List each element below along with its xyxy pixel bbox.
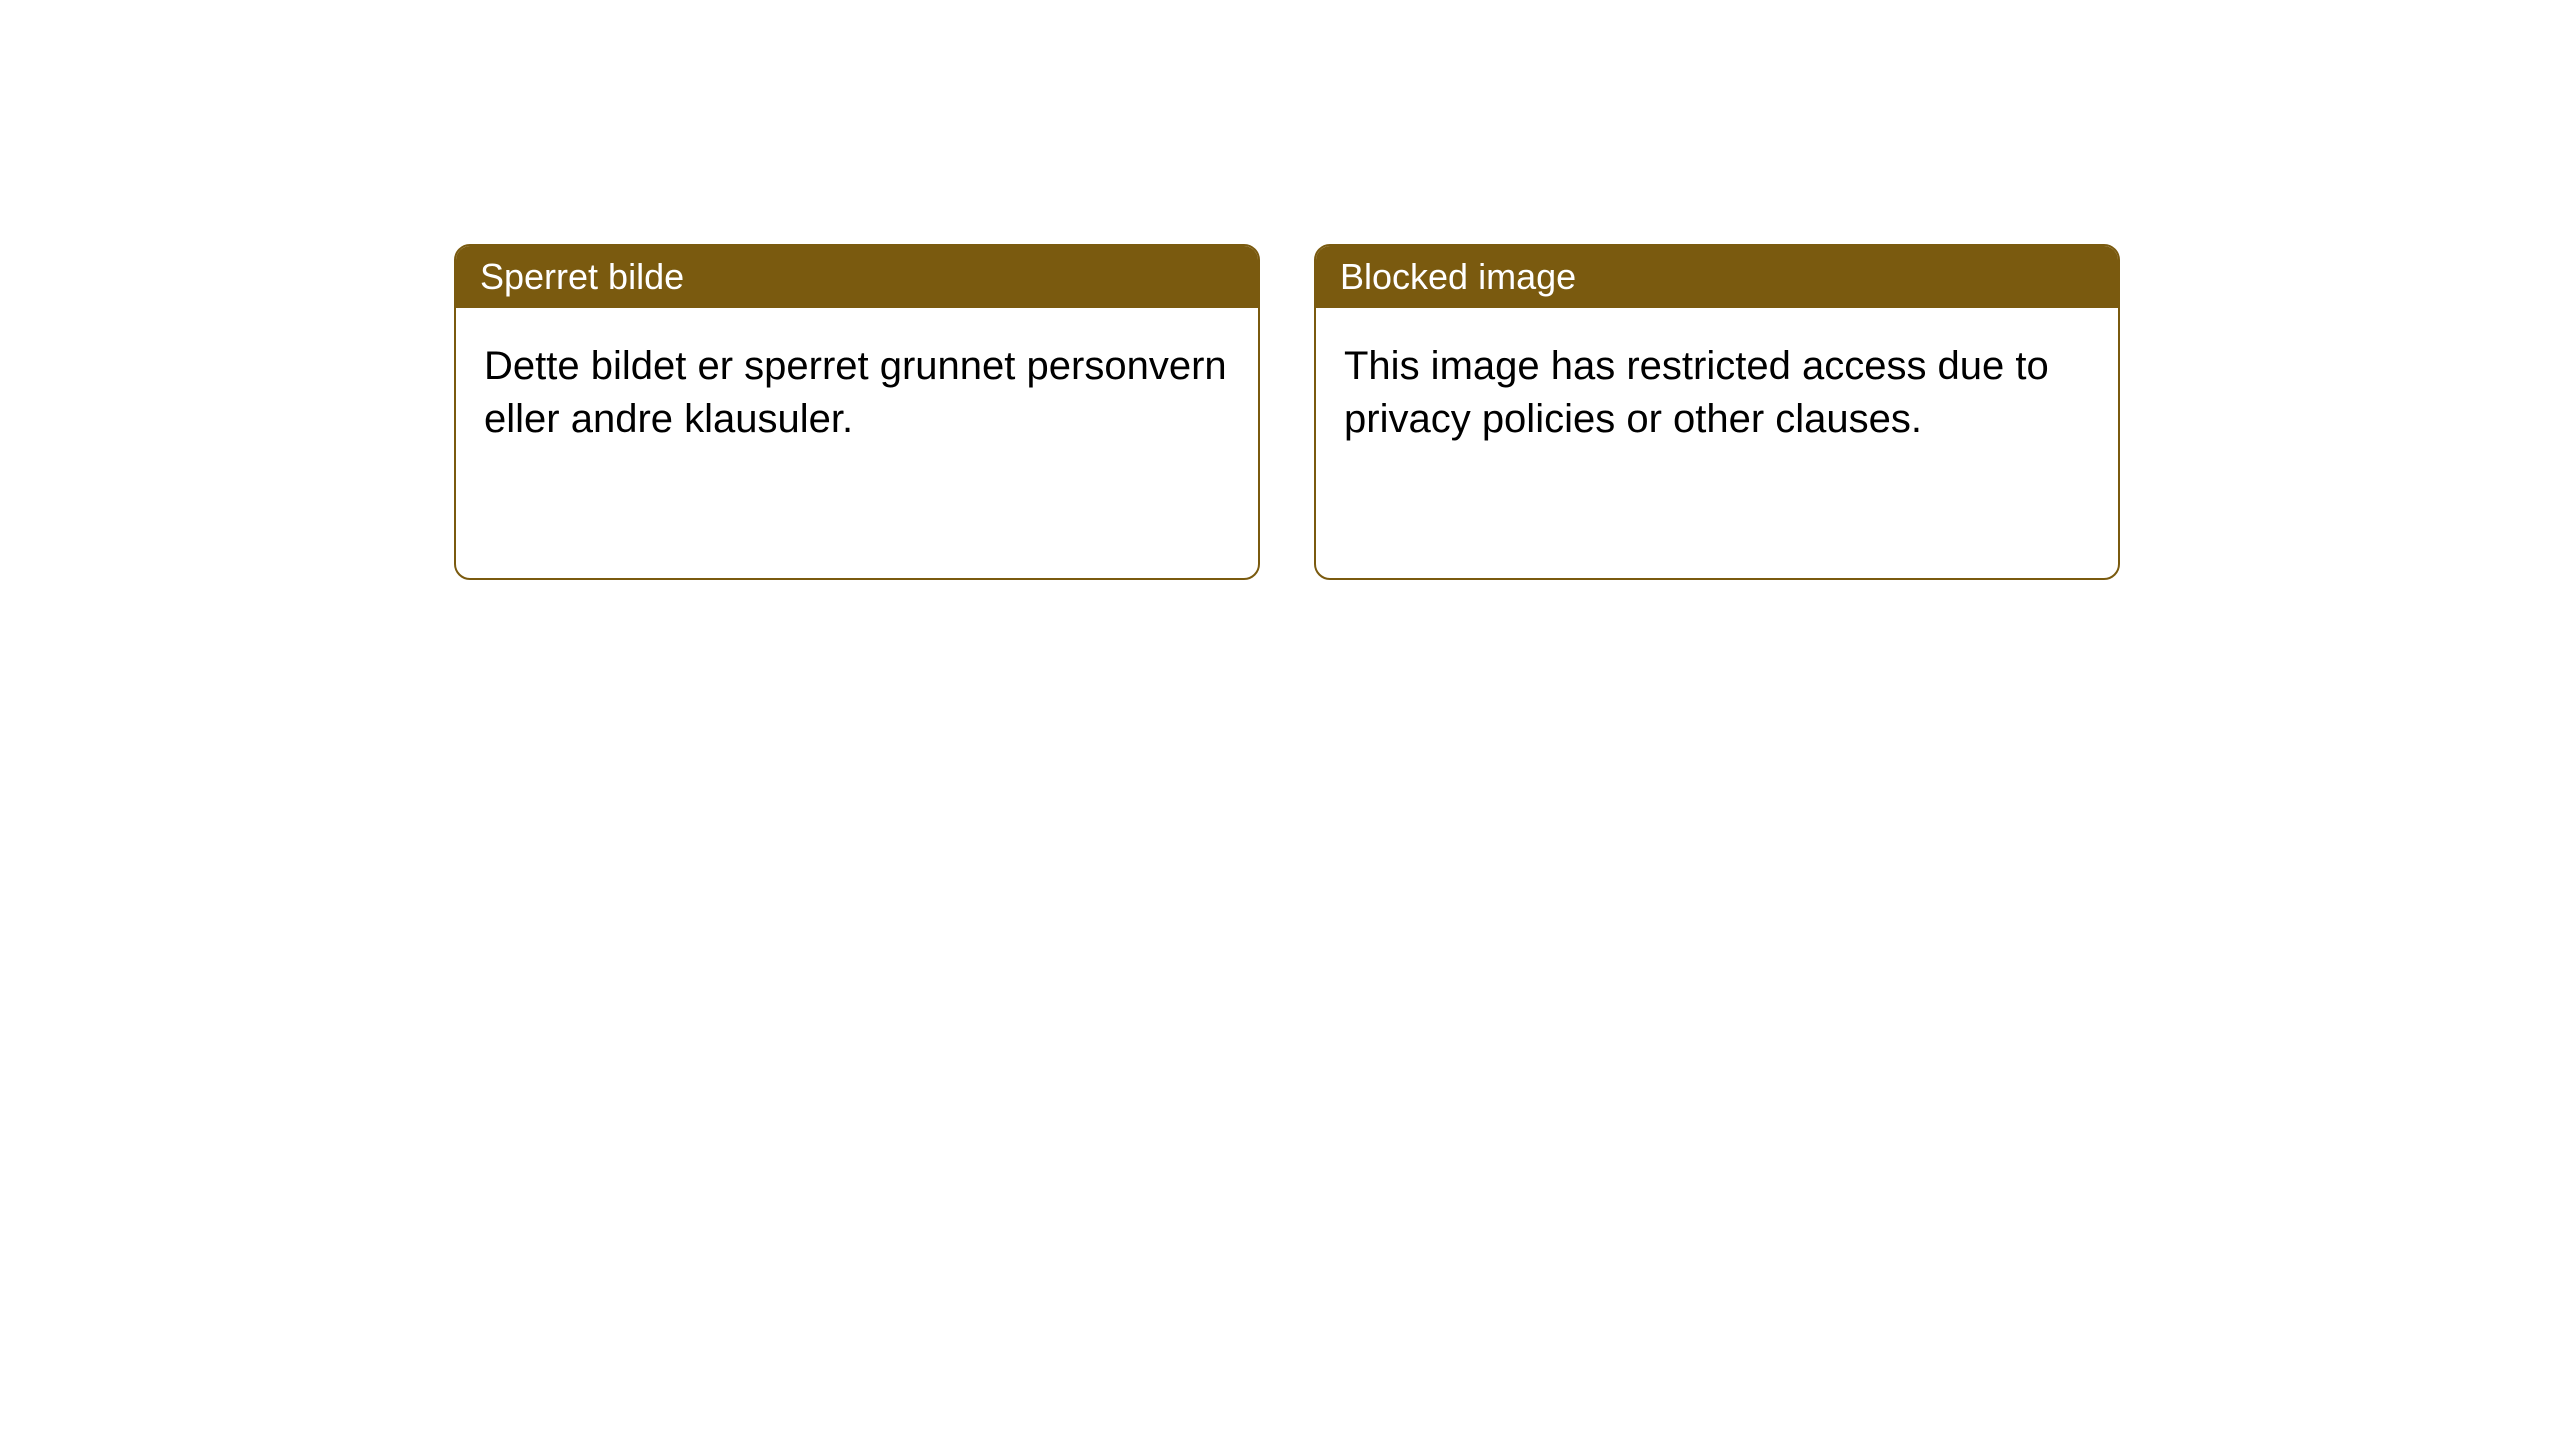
notice-title: Blocked image [1340, 256, 1576, 297]
notice-body-text: This image has restricted access due to … [1344, 344, 2049, 441]
notice-box-english: Blocked image This image has restricted … [1314, 244, 2120, 580]
notice-title: Sperret bilde [480, 256, 684, 297]
notice-header: Sperret bilde [456, 246, 1258, 308]
notice-box-norwegian: Sperret bilde Dette bildet er sperret gr… [454, 244, 1260, 580]
notice-body: Dette bildet er sperret grunnet personve… [456, 308, 1258, 478]
notice-body-text: Dette bildet er sperret grunnet personve… [484, 344, 1227, 441]
notice-body: This image has restricted access due to … [1316, 308, 2118, 478]
notice-container: Sperret bilde Dette bildet er sperret gr… [0, 0, 2560, 580]
notice-header: Blocked image [1316, 246, 2118, 308]
